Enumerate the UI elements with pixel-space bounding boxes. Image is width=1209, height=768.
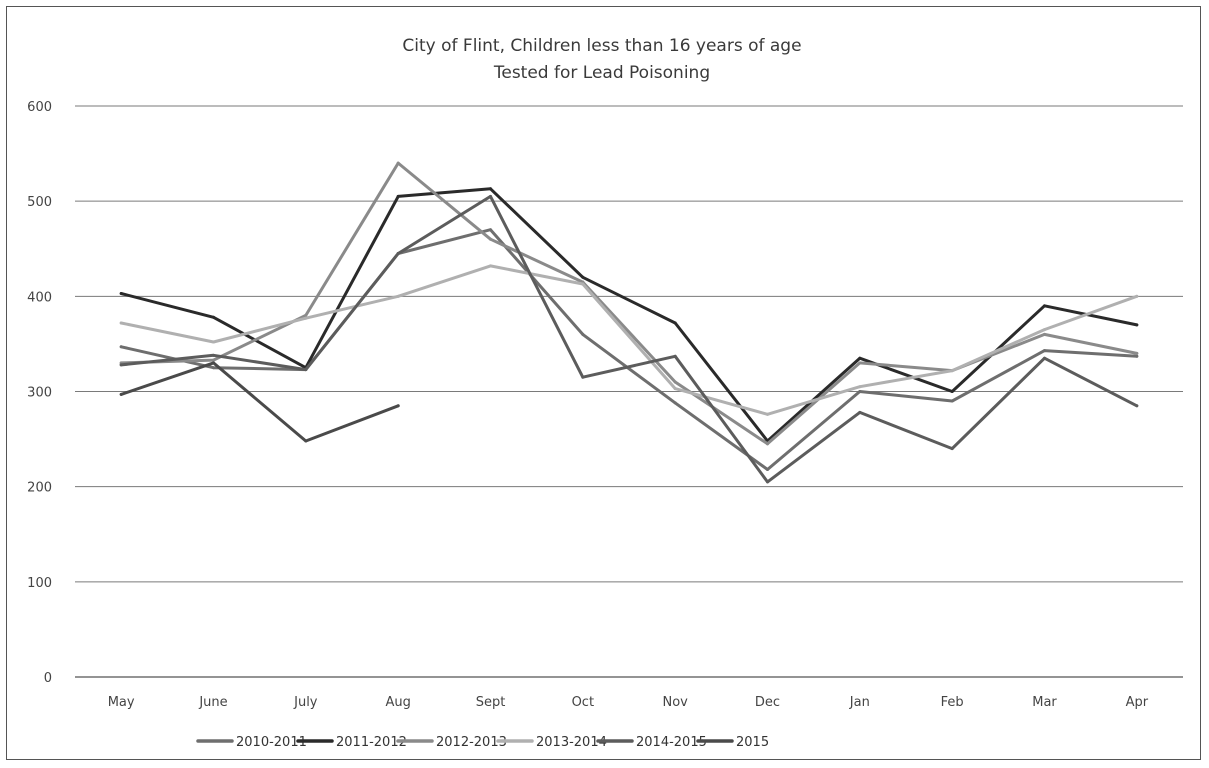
data-point: [119, 291, 123, 295]
series-line-2014-2015: [119, 194, 1139, 484]
x-tick-label: Aug: [385, 695, 410, 710]
data-point: [673, 354, 677, 358]
x-tick-label: July: [293, 695, 318, 710]
data-point: [766, 442, 769, 446]
x-tick-label: June: [198, 695, 227, 710]
data-point: [489, 264, 492, 268]
data-point: [673, 387, 677, 391]
data-point: [396, 194, 400, 198]
legend-label: 2011-2012: [336, 735, 407, 750]
data-point: [489, 237, 492, 241]
x-tick-label: Dec: [755, 695, 780, 710]
gridlines: [75, 105, 1183, 678]
data-point: [304, 368, 308, 372]
y-tick-label: 100: [27, 576, 52, 591]
x-axis-ticks: May June July Aug Sept Oct Nov Dec Jan Feb Mar Apr: [108, 695, 1149, 710]
data-point: [1043, 356, 1046, 360]
x-tick-label: Apr: [1126, 695, 1149, 710]
data-point: [489, 187, 492, 191]
data-point: [950, 369, 954, 373]
data-point: [212, 315, 215, 319]
data-point: [304, 313, 308, 317]
data-point: [489, 194, 492, 198]
x-tick-label: Nov: [662, 695, 688, 710]
chart-frame: [6, 6, 1201, 760]
data-point: [1135, 354, 1139, 358]
series-line-2013-2014: [119, 264, 1139, 416]
data-point: [1135, 404, 1139, 408]
data-point: [212, 353, 215, 357]
data-point: [858, 356, 862, 360]
data-point: [581, 282, 585, 286]
legend: 2010-2011 2011-2012 2012-2013 2013-2014 2014…: [196, 735, 769, 750]
x-tick-label: Sept: [476, 695, 506, 710]
legend-label: 2013-2014: [536, 735, 607, 750]
data-point: [858, 361, 862, 365]
data-point: [858, 385, 862, 389]
chart-subtitle: Tested for Lead Poisoning: [493, 63, 710, 83]
data-point: [581, 375, 585, 379]
data-point: [212, 340, 215, 344]
series-lines: [119, 161, 1139, 484]
data-point: [304, 439, 308, 443]
y-tick-label: 0: [44, 671, 52, 686]
y-tick-label: 600: [27, 100, 52, 115]
data-point: [950, 390, 954, 393]
legend-label: 2014-2015: [636, 735, 707, 750]
data-point: [1135, 294, 1139, 298]
data-point: [212, 366, 215, 370]
y-tick-label: 200: [27, 481, 52, 496]
data-point: [858, 410, 862, 414]
data-point: [119, 321, 123, 325]
y-tick-label: 300: [27, 386, 52, 401]
data-point: [766, 412, 769, 416]
y-tick-label: 500: [27, 195, 52, 210]
data-point: [119, 345, 123, 349]
data-point: [581, 275, 585, 279]
data-point: [858, 390, 862, 393]
data-point: [1043, 328, 1046, 332]
legend-label: 2010-2011: [236, 735, 307, 750]
chart-title: City of Flint, Children less than 16 yea…: [402, 36, 801, 56]
data-point: [396, 161, 400, 165]
data-point: [1043, 349, 1046, 353]
legend-label: 2012-2013: [436, 735, 507, 750]
data-point: [304, 316, 308, 320]
x-tick-label: Oct: [572, 695, 594, 710]
data-point: [119, 392, 123, 396]
data-point: [673, 401, 677, 405]
data-point: [119, 363, 123, 367]
data-point: [950, 399, 954, 403]
series-line-2015: [119, 361, 400, 443]
data-point: [766, 468, 769, 472]
x-tick-label: Mar: [1032, 695, 1057, 710]
y-axis-ticks: 0 100 200 300 400 500 600: [27, 100, 52, 686]
data-point: [489, 228, 492, 232]
data-point: [1043, 332, 1046, 336]
legend-label: 2015: [736, 735, 769, 750]
data-point: [212, 361, 215, 365]
data-point: [1043, 304, 1046, 308]
data-point: [1135, 323, 1139, 327]
y-tick-label: 400: [27, 290, 52, 305]
data-point: [1135, 351, 1139, 355]
data-point: [581, 332, 585, 336]
x-tick-label: May: [108, 695, 135, 710]
data-point: [766, 480, 769, 484]
data-point: [212, 358, 215, 362]
data-point: [396, 252, 400, 256]
x-tick-label: Jan: [849, 695, 870, 710]
series-line-2011-2012: [119, 187, 1139, 443]
series-line-2010-2011: [119, 228, 1139, 471]
series-line-2012-2013: [119, 161, 1139, 446]
data-point: [396, 294, 400, 298]
data-point: [396, 404, 400, 408]
data-point: [950, 447, 954, 451]
x-tick-label: Feb: [941, 695, 964, 710]
data-point: [673, 380, 677, 384]
data-point: [673, 321, 677, 325]
